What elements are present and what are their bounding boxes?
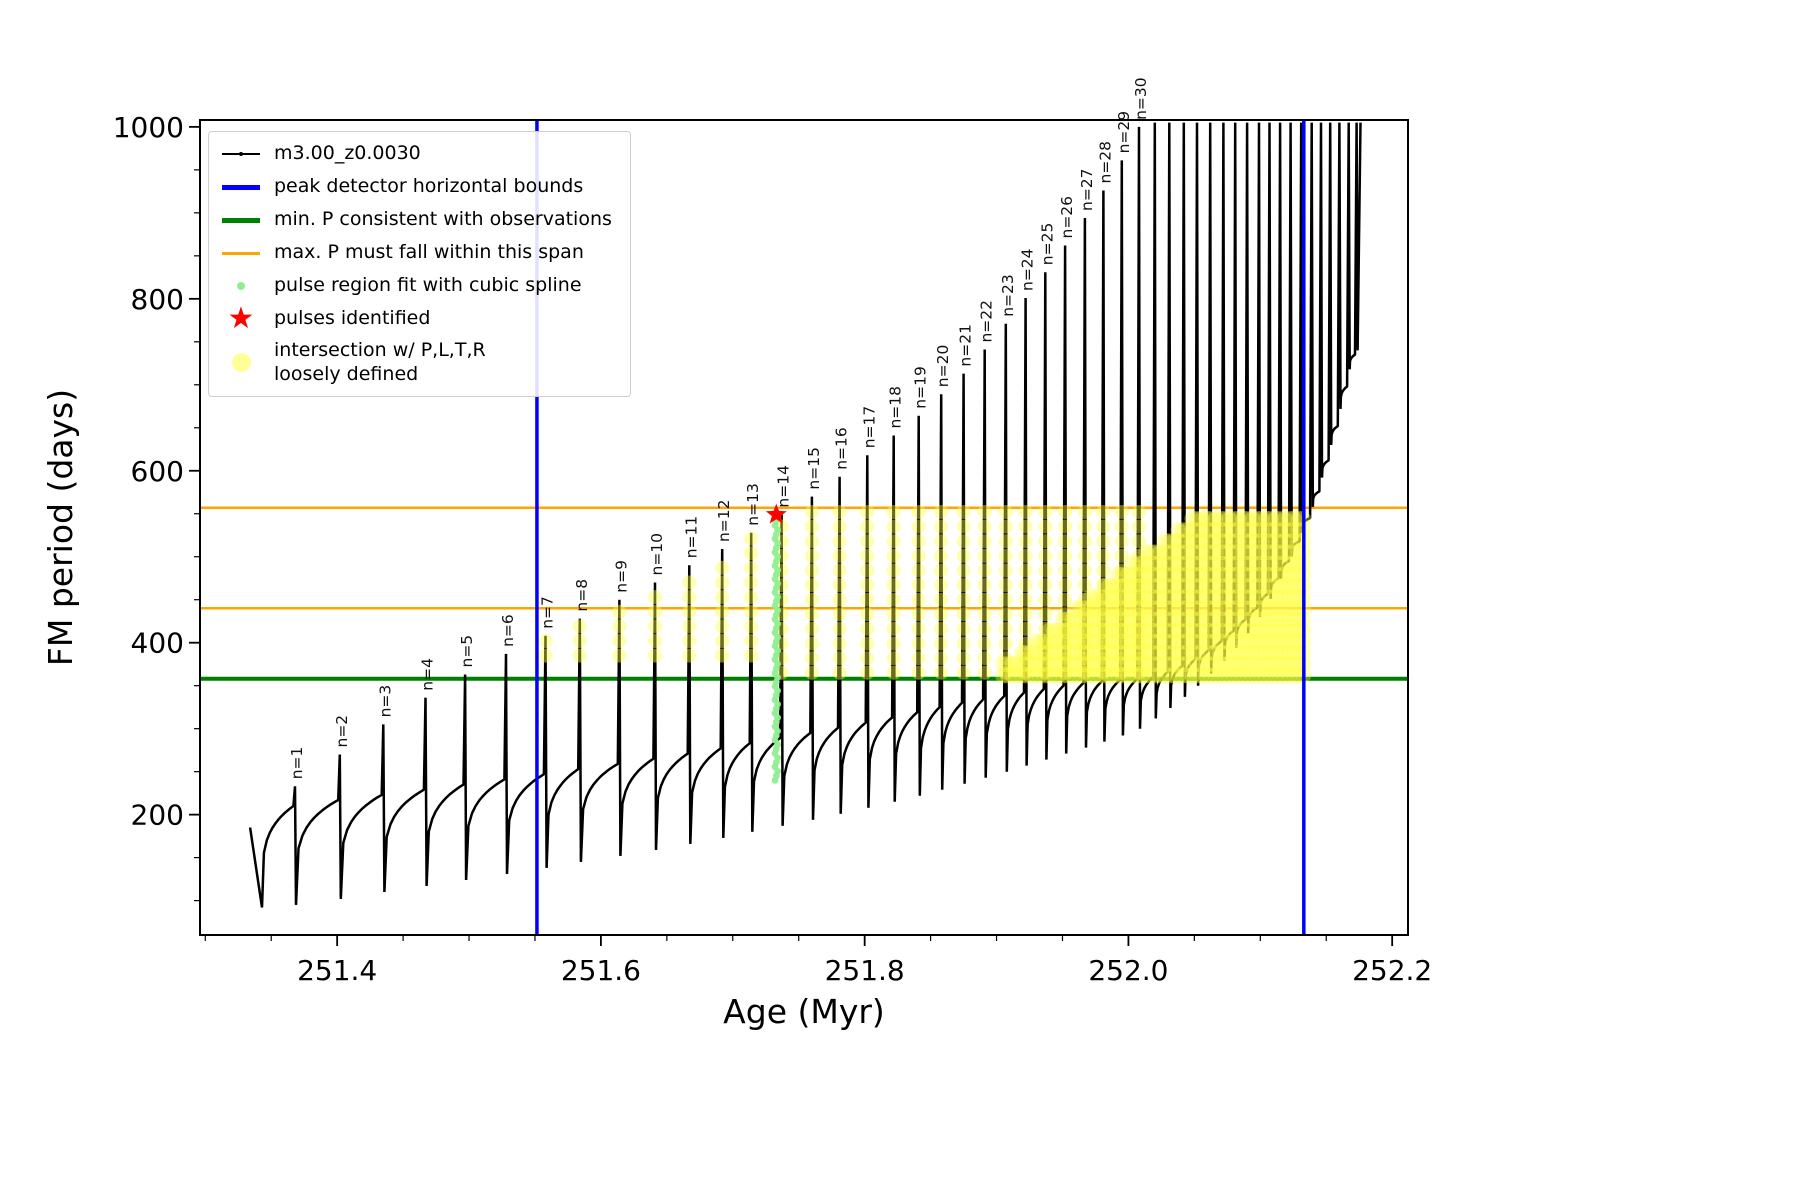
- y-axis-label: FM period (days): [41, 389, 80, 666]
- pulse-label: n=26: [1058, 196, 1076, 239]
- pulse-label: n=4: [419, 658, 437, 691]
- pulse-label: n=23: [999, 274, 1017, 317]
- series-curve: [248, 122, 1362, 908]
- pulse-label: n=16: [833, 427, 851, 470]
- pulse-label: n=29: [1115, 111, 1133, 154]
- legend-label: peak detector horizontal bounds: [274, 175, 584, 198]
- legend-item-series: m3.00_z0.0030: [221, 141, 612, 167]
- pulse-label: n=21: [957, 324, 975, 367]
- pulse-label: n=22: [978, 300, 996, 343]
- y-tick-label: 200: [131, 799, 184, 832]
- x-tick-label: 251.6: [561, 954, 641, 987]
- yellow-dot-icon: [221, 350, 261, 376]
- pulse-label: n=15: [805, 447, 823, 490]
- pulse-label: n=9: [612, 560, 630, 593]
- plot-area: [200, 120, 1408, 935]
- pulse-label: n=19: [912, 366, 930, 409]
- legend-item-max-p: max. P must fall within this span: [221, 240, 612, 266]
- pulse-label: n=8: [573, 579, 591, 612]
- pulse-label: n=1: [288, 747, 306, 780]
- legend-item-intersection: intersection w/ P,L,T,R loosely defined: [221, 339, 612, 387]
- legend-item-min-p: min. P consistent with observations: [221, 207, 612, 233]
- pulse-label: n=13: [744, 483, 762, 526]
- pulse-label: n=11: [682, 516, 700, 559]
- legend-item-peak-bounds: peak detector horizontal bounds: [221, 174, 612, 200]
- pulse-label: n=2: [333, 715, 351, 748]
- y-tick-label: 400: [131, 627, 184, 660]
- legend-label: max. P must fall within this span: [274, 241, 584, 264]
- pulse-label: n=3: [376, 685, 394, 718]
- legend-label: m3.00_z0.0030: [274, 142, 421, 165]
- y-tick-label: 600: [131, 455, 184, 488]
- intersection-scatter: [538, 505, 1312, 684]
- x-axis-label: Age (Myr): [723, 992, 885, 1031]
- pulse-label: n=24: [1019, 248, 1037, 291]
- green-line-icon: [221, 207, 261, 233]
- pulse-label: n=5: [458, 635, 476, 668]
- legend-item-spline: pulse region fit with cubic spline: [221, 273, 612, 299]
- x-tick-label: 252.2: [1352, 954, 1432, 987]
- pulse-label: n=28: [1096, 141, 1114, 184]
- x-tick-label: 251.8: [825, 954, 905, 987]
- blue-line-icon: [221, 174, 261, 200]
- x-tick-label: 251.4: [297, 954, 377, 987]
- y-tick-label: 800: [131, 283, 184, 316]
- pulse-label: n=25: [1038, 223, 1056, 266]
- pulse-label: n=7: [539, 596, 557, 629]
- pulse-label: n=18: [887, 386, 905, 429]
- pulse-label: n=12: [715, 499, 733, 542]
- pulse-label: n=10: [648, 533, 666, 576]
- legend-label: pulses identified: [274, 307, 431, 330]
- legend-item-pulses: ★ pulses identified: [221, 301, 612, 336]
- legend-label: min. P consistent with observations: [274, 208, 612, 231]
- pulse-label: n=14: [775, 465, 793, 508]
- series-line-icon: [221, 141, 261, 167]
- pulse-label: n=6: [499, 614, 517, 647]
- pulse-label: n=27: [1078, 168, 1096, 211]
- legend-box: m3.00_z0.0030 peak detector horizontal b…: [208, 131, 631, 397]
- pulse-label: n=30: [1132, 77, 1150, 120]
- pulse-star: [765, 503, 787, 524]
- x-tick-label: 252.0: [1088, 954, 1168, 987]
- pulse-label: n=20: [934, 345, 952, 388]
- orange-line-icon: [221, 240, 261, 266]
- legend-label: pulse region fit with cubic spline: [274, 274, 582, 297]
- y-tick-label: 1000: [113, 111, 184, 144]
- green-dot-icon: [221, 273, 261, 299]
- pulse-label: n=17: [860, 406, 878, 449]
- red-star-icon: ★: [227, 301, 255, 336]
- legend-label: intersection w/ P,L,T,R loosely defined: [274, 339, 486, 385]
- axes-spines: [199, 119, 1409, 936]
